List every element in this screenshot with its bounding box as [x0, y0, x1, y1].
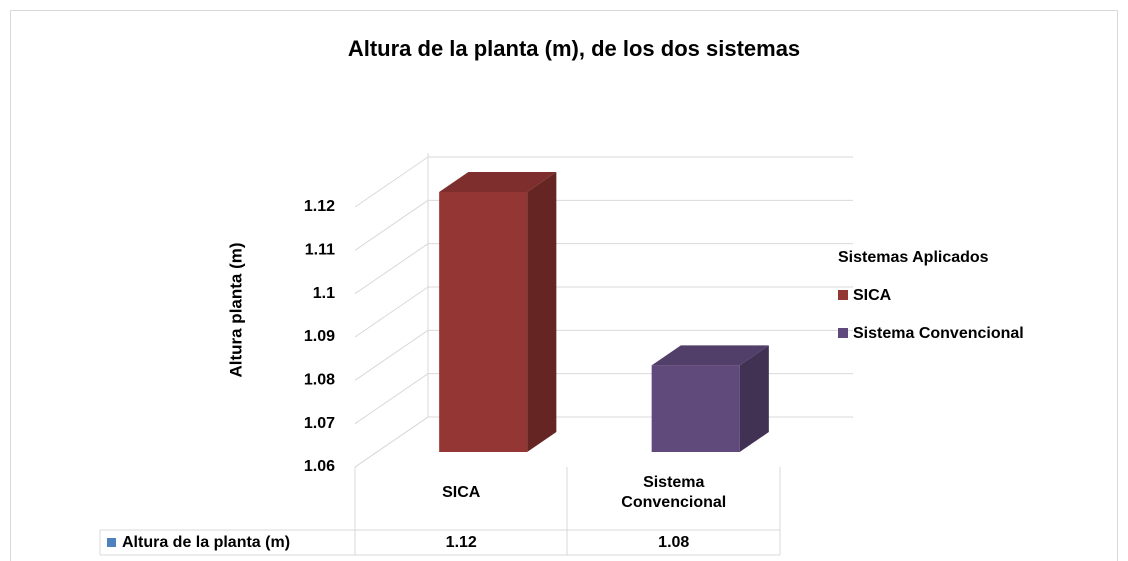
- legend-swatch: [838, 328, 848, 338]
- grid-line: [354, 329, 429, 381]
- legend-label: Sistema Convencional: [853, 325, 1024, 342]
- grid-line: [354, 199, 429, 251]
- y-tick-label: 1.1: [313, 285, 335, 302]
- chart-title: Altura de la planta (m), de los dos sist…: [348, 36, 800, 61]
- table-value: 1.12: [446, 534, 477, 551]
- y-tick-label: 1.12: [304, 198, 335, 215]
- y-tick-label: 1.06: [304, 458, 335, 475]
- bar-side: [739, 345, 769, 452]
- y-tick-label: 1.08: [304, 372, 335, 389]
- y-tick-label: 1.09: [304, 328, 335, 345]
- x-tick-label: SICA: [442, 484, 481, 501]
- grid-line: [354, 373, 429, 425]
- grid-line: [354, 286, 429, 338]
- table-value: 1.08: [658, 534, 689, 551]
- table-row-label: Altura de la planta (m): [122, 534, 290, 551]
- y-tick-label: 1.07: [304, 415, 335, 432]
- bar: [651, 365, 740, 452]
- x-tick-label: Sistema Convencional: [621, 474, 726, 511]
- legend-label: SICA: [853, 287, 892, 304]
- chart-frame: [10, 10, 1118, 561]
- y-tick-label: 1.11: [305, 242, 335, 259]
- bar-top: [651, 345, 769, 366]
- bar: [439, 192, 528, 452]
- y-axis-title: Altura planta (m): [226, 242, 245, 377]
- legend-swatch: [838, 290, 848, 300]
- grid-line: [354, 156, 429, 208]
- grid-line: [354, 243, 429, 295]
- table-marker: [107, 538, 116, 547]
- legend-title: Sistemas Aplicados: [838, 249, 989, 266]
- grid-line: [354, 416, 429, 468]
- bar-side: [527, 172, 557, 452]
- bar-top: [439, 172, 557, 192]
